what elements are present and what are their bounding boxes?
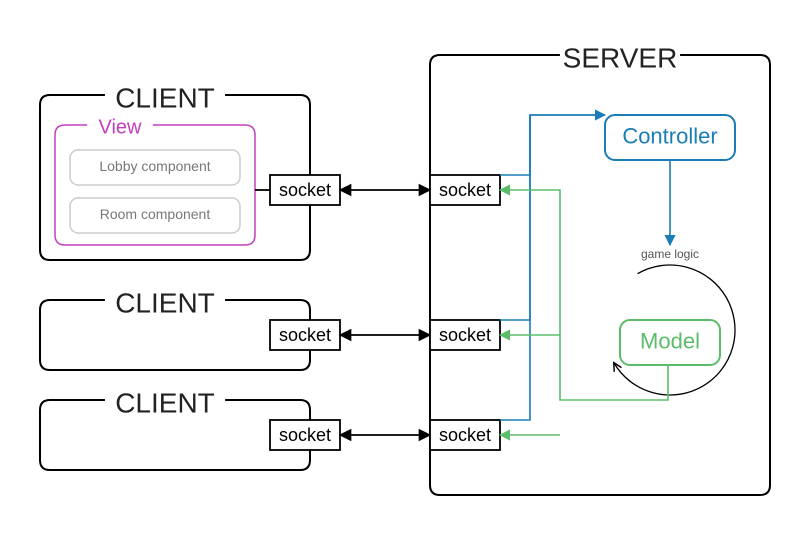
view-box: View [55, 116, 255, 245]
svg-text:socket: socket [439, 325, 491, 345]
svg-text:Lobby component: Lobby component [99, 158, 210, 174]
svg-text:socket: socket [279, 180, 331, 200]
svg-text:socket: socket [439, 180, 491, 200]
svg-text:game logic: game logic [641, 247, 699, 261]
svg-text:Controller: Controller [622, 123, 717, 148]
svg-text:Room component: Room component [100, 206, 211, 222]
connector-blue-1 [500, 115, 530, 320]
connector-blue-0 [500, 115, 605, 175]
svg-text:socket: socket [439, 425, 491, 445]
svg-text:CLIENT: CLIENT [115, 287, 215, 318]
svg-text:SERVER: SERVER [563, 42, 678, 73]
svg-text:socket: socket [279, 425, 331, 445]
svg-text:CLIENT: CLIENT [115, 82, 215, 113]
svg-text:View: View [99, 116, 143, 138]
connector-blue-2 [500, 115, 530, 420]
svg-text:CLIENT: CLIENT [115, 387, 215, 418]
svg-text:Model: Model [640, 328, 700, 353]
svg-text:socket: socket [279, 325, 331, 345]
connector-green-0 [500, 190, 668, 400]
